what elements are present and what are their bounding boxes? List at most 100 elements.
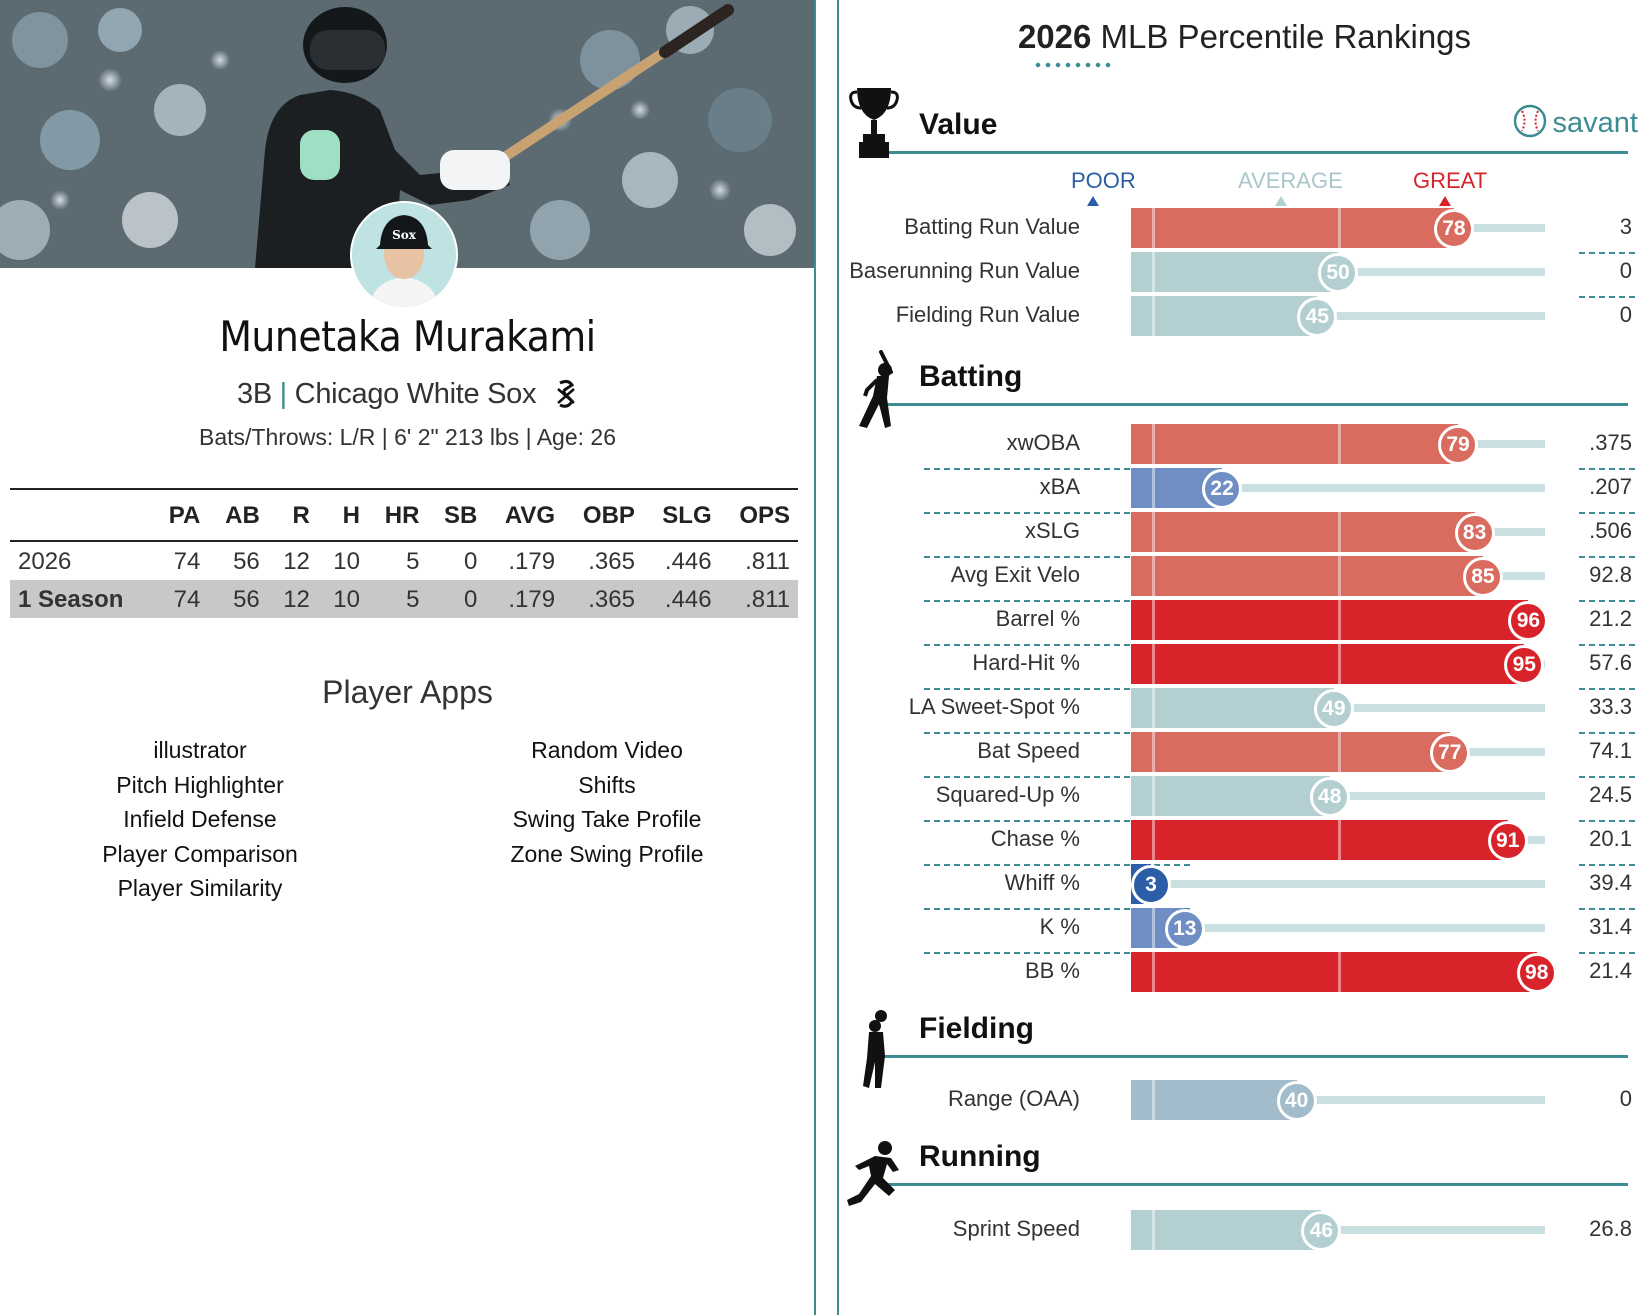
- table-cell: .811: [719, 580, 798, 618]
- row-divider: [1579, 252, 1637, 254]
- table-cell: 10: [317, 580, 368, 618]
- metric-value: 33.3: [1589, 694, 1632, 719]
- scale-label-great: GREAT: [1413, 168, 1487, 206]
- bar-reference-tick: [1151, 1080, 1155, 1120]
- section-rule: [879, 151, 1628, 154]
- percentile-row[interactable]: Barrel % 96 21.2: [839, 600, 1650, 646]
- percentile-track: [1131, 484, 1545, 492]
- percentile-bubble: 22: [1202, 469, 1243, 509]
- percentile-row[interactable]: Hard-Hit % 95 57.6: [839, 644, 1650, 690]
- percentile-row[interactable]: Sprint Speed 46 26.8: [839, 1210, 1650, 1251]
- stats-header-cell: AVG: [485, 488, 564, 542]
- bar-reference-tick: [1151, 820, 1155, 860]
- bar-reference-tick: [1151, 952, 1155, 992]
- stats-header-cell: SB: [427, 488, 486, 542]
- app-link-player-similarity[interactable]: Player Similarity: [117, 875, 283, 901]
- row-divider: [1579, 820, 1637, 822]
- metric-label: Sprint Speed: [952, 1216, 1080, 1241]
- bar-reference-tick: [1338, 512, 1341, 552]
- rankings-title-year: 2026: [1017, 18, 1092, 55]
- separator: |: [279, 378, 288, 410]
- table-cell: 56: [208, 580, 268, 618]
- batter-photo-illustration: [0, 0, 815, 268]
- percentile-bar: [1131, 1080, 1297, 1120]
- savant-brand-text: savant: [1552, 107, 1638, 139]
- player-apps-right-column: Random Video Shifts Swing Take Profile Z…: [457, 733, 757, 871]
- metric-label: Baserunning Run Value: [849, 258, 1080, 283]
- metric-label: K %: [1039, 914, 1080, 939]
- percentile-row[interactable]: Batting Run Value 78 3: [839, 208, 1650, 254]
- percentile-bubble: 40: [1276, 1081, 1317, 1121]
- percentile-bubble: 45: [1297, 297, 1338, 337]
- table-cell: 74: [152, 580, 209, 618]
- app-link-illustrator[interactable]: illustrator: [153, 737, 247, 763]
- row-divider: [924, 600, 1190, 602]
- percentile-bubble: 98: [1516, 953, 1557, 993]
- section-label: Value: [919, 108, 998, 141]
- metric-value: 57.6: [1589, 650, 1632, 675]
- bar-reference-tick: [1151, 600, 1155, 640]
- bar-reference-tick: [1338, 556, 1341, 596]
- stats-header-cell: OBP: [563, 488, 643, 542]
- percentile-row[interactable]: Baserunning Run Value 50 0: [839, 252, 1650, 298]
- baseball-icon: [1513, 104, 1546, 138]
- section-label: Batting: [919, 360, 1023, 393]
- panel-divider: [814, 0, 816, 1315]
- app-link-shifts[interactable]: Shifts: [578, 771, 636, 798]
- percentile-row[interactable]: xSLG 83 .506: [839, 512, 1650, 558]
- table-cell: 74: [173, 548, 201, 575]
- bar-reference-tick: [1338, 600, 1341, 640]
- row-divider: [1579, 732, 1637, 734]
- metric-value: 39.4: [1589, 870, 1632, 895]
- metric-value: 0: [1619, 302, 1632, 327]
- app-link-zone-swing-profile[interactable]: Zone Swing Profile: [510, 840, 704, 867]
- metric-value: 31.4: [1589, 914, 1632, 939]
- metric-value: 20.1: [1589, 826, 1632, 851]
- app-link-random-video[interactable]: Random Video: [531, 737, 683, 763]
- percentile-row[interactable]: Range (OAA) 40 0: [839, 1080, 1650, 1121]
- percentile-row[interactable]: BB % 98 21.4: [839, 952, 1650, 993]
- table-cell: .811: [745, 548, 790, 575]
- percentile-bar: [1131, 600, 1529, 640]
- table-cell: 56: [233, 548, 260, 575]
- percentile-row[interactable]: Fielding Run Value 45 0: [839, 296, 1650, 337]
- metric-label: xBA: [1039, 474, 1080, 499]
- percentile-bubble: 96: [1508, 601, 1549, 641]
- bar-reference-tick: [1151, 296, 1155, 336]
- percentile-row[interactable]: Bat Speed 77 74.1: [839, 732, 1650, 778]
- percentile-row[interactable]: xwOBA 79 .375: [839, 424, 1650, 470]
- percentile-row[interactable]: K % 13 31.4: [839, 908, 1650, 954]
- percentile-row[interactable]: Chase % 91 20.1: [839, 820, 1650, 866]
- metric-value: 3: [1619, 214, 1632, 239]
- team-name[interactable]: Chicago White Sox: [294, 378, 537, 410]
- app-link-swing-take-profile[interactable]: Swing Take Profile: [512, 806, 702, 832]
- percentile-bubble: 85: [1462, 557, 1503, 597]
- row-divider: [924, 732, 1190, 734]
- percentile-bubble: 77: [1429, 733, 1470, 773]
- app-link-infield-defense[interactable]: Infield Defense: [123, 806, 277, 832]
- percentile-row[interactable]: LA Sweet-Spot % 49 33.3: [839, 688, 1650, 734]
- percentile-row[interactable]: xBA 22 .207: [839, 468, 1650, 514]
- trophy-icon: [849, 88, 899, 158]
- metric-label: xSLG: [1024, 518, 1080, 543]
- stats-header-cell: HR: [368, 488, 428, 542]
- percentile-row[interactable]: Avg Exit Velo 85 92.8: [839, 556, 1650, 602]
- app-link-player-comparison[interactable]: Player Comparison: [102, 840, 298, 867]
- app-link-pitch-highlighter[interactable]: Pitch Highlighter: [116, 771, 284, 798]
- metric-value: 0: [1619, 1086, 1632, 1111]
- section-header-running: Running: [879, 1140, 1628, 1186]
- section-rule: [879, 403, 1628, 406]
- player-apps-title: Player Apps: [322, 674, 493, 710]
- savant-logo[interactable]: savant: [1513, 104, 1638, 140]
- metric-value: 21.2: [1589, 606, 1632, 631]
- percentile-rankings-panel: 2026 MLB Percentile Rankings savant POOR…: [839, 0, 1650, 1315]
- rankings-title-text: MLB Percentile Rankings: [1100, 18, 1472, 55]
- percentile-bar: [1131, 296, 1318, 336]
- metric-label: Fielding Run Value: [895, 302, 1080, 327]
- percentile-row[interactable]: Squared-Up % 48 24.5: [839, 776, 1650, 822]
- table-cell: 12: [283, 548, 310, 575]
- metric-label: Range (OAA): [947, 1086, 1080, 1111]
- section-header-value: Value: [879, 108, 1628, 154]
- bar-reference-tick: [1151, 776, 1155, 816]
- percentile-row[interactable]: Whiff % 3 39.4: [839, 864, 1650, 910]
